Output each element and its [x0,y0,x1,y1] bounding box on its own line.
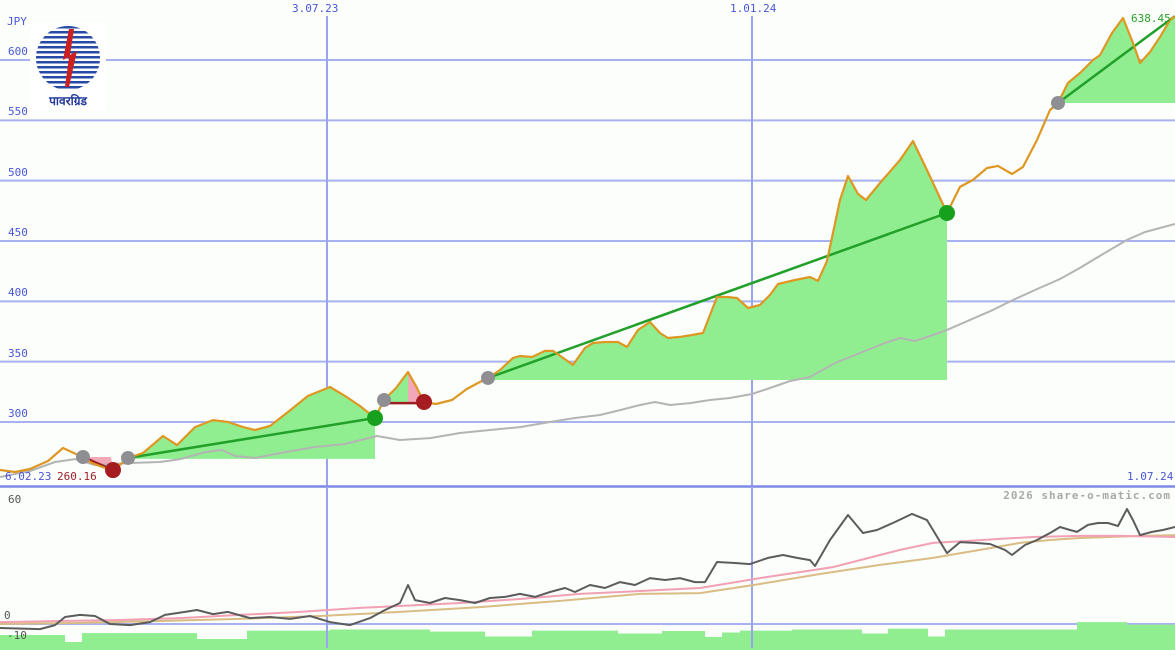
trend-end-dot-green [939,205,955,222]
end-date-label: 1.07.24 [1127,470,1174,483]
y-axis-tick-label: 300 [8,407,28,420]
y-axis-tick-label: 550 [8,105,28,119]
trend-end-dot-red [105,462,121,479]
trend-gain-fill [488,141,947,380]
volume-bar [618,633,662,650]
y-axis-tick-label: 600 [8,45,28,58]
y-axis-tick-label: 500 [8,165,28,179]
volume-bar [430,631,485,650]
price-line [0,15,1175,474]
oscillator-signal-line-pink [0,534,1175,624]
volume-bar [722,632,740,650]
volume-bar [247,630,330,650]
volume-bar [1127,624,1175,650]
trend-line-green [127,416,376,460]
y-axis-tick-label: 350 [8,346,28,360]
volume-bar [330,629,430,650]
start-date-label: 6.02.23 [5,470,52,483]
currency-label: JPY [7,15,27,28]
pivot-dot-gray [481,370,495,385]
pivot-dot-gray [121,450,135,465]
trend-line-green [487,211,948,380]
trend-line-green [1057,15,1175,104]
volume-bar [532,630,618,650]
sub-axis-label-min: -10 [7,629,27,642]
pivot-dot-gray [1051,95,1065,110]
y-axis-tick-label: 450 [8,226,28,239]
oscillator-main-line [0,508,1175,631]
sub-axis-label-max: 60 [8,493,22,506]
volume-bar [662,631,705,650]
volume-bar [0,635,65,650]
benchmark-line [0,223,1175,478]
start-price-label: 260.16 [57,470,97,483]
volume-bar [1077,622,1127,650]
pivot-dot-gray [377,393,391,408]
volume-bar [862,633,888,650]
x-axis-date-label-1: 3.07.23 [292,2,339,15]
volume-bar [888,628,928,650]
volume-bar [945,629,1077,650]
volume-bar [485,636,532,650]
trend-end-dot-green [367,410,383,427]
volume-bar [197,639,247,650]
volume-bar [705,636,722,650]
trend-gain-fill [128,387,375,459]
sub-axis-label-zero: 0 [4,609,11,622]
pivot-dot-gray [76,450,90,465]
lightning-bolt-icon [63,29,77,87]
volume-bar [82,633,197,650]
watermark: 2026 share-o-matic.com [1003,489,1171,502]
volume-bar [65,642,82,650]
end-price-label: 638.45 [1131,12,1171,25]
volume-bar [740,630,792,650]
x-axis-date-label-2: 1.01.24 [730,2,777,15]
volume-bar [928,636,945,650]
powergrid-logo-text: पावरग्रिड [49,94,87,108]
powergrid-logo: पावरग्रिड [30,22,106,110]
volume-bar [792,629,862,650]
trend-end-dot-red [416,393,432,410]
y-axis-tick-label: 400 [8,286,28,300]
